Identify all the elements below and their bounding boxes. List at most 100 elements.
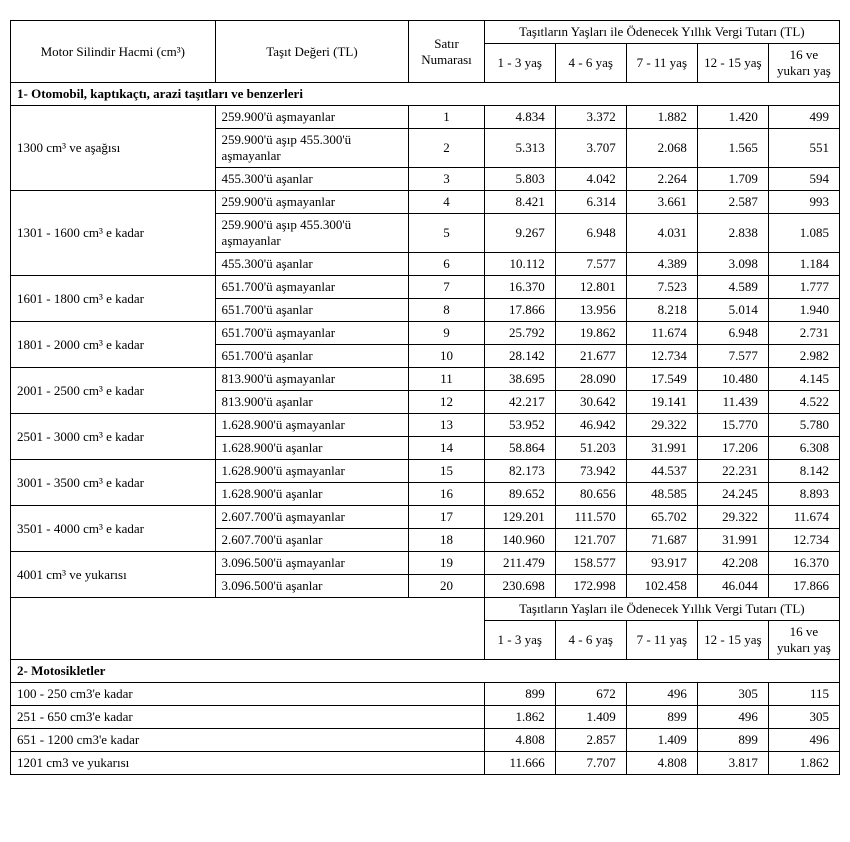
value-cell: 813.900'ü aşanlar	[215, 391, 409, 414]
table-row: 1300 cm³ ve aşağısı259.900'ü aşmayanlar1…	[11, 106, 840, 129]
value-cell: 651.700'ü aşmayanlar	[215, 322, 409, 345]
engine-cell: 3501 - 4000 cm³ e kadar	[11, 506, 216, 552]
header-age-3: 7 - 11 yaş	[626, 44, 697, 83]
tax-cell: 93.917	[626, 552, 697, 575]
lineno-cell: 4	[409, 191, 484, 214]
value-cell: 259.900'ü aşıp 455.300'ü aşmayanlar	[215, 129, 409, 168]
tax-cell: 496	[697, 706, 768, 729]
lineno-cell: 12	[409, 391, 484, 414]
tax-cell: 46.044	[697, 575, 768, 598]
tax-cell: 15.770	[697, 414, 768, 437]
tax-cell: 17.206	[697, 437, 768, 460]
section1-body: 1300 cm³ ve aşağısı259.900'ü aşmayanlar1…	[11, 106, 840, 598]
header-age-group: Taşıtların Yaşları ile Ödenecek Yıllık V…	[484, 21, 839, 44]
tax-cell: 12.801	[555, 276, 626, 299]
tax-cell: 1.409	[555, 706, 626, 729]
tax-cell: 89.652	[484, 483, 555, 506]
tax-cell: 6.308	[768, 437, 839, 460]
engine-cell: 1301 - 1600 cm³ e kadar	[11, 191, 216, 276]
tax-cell: 230.698	[484, 575, 555, 598]
tax-cell: 53.952	[484, 414, 555, 437]
value-cell: 3.096.500'ü aşanlar	[215, 575, 409, 598]
tax-cell: 4.042	[555, 168, 626, 191]
tax-cell: 9.267	[484, 214, 555, 253]
lineno-cell: 8	[409, 299, 484, 322]
table-row: 1301 - 1600 cm³ e kadar259.900'ü aşmayan…	[11, 191, 840, 214]
tax-cell: 115	[768, 683, 839, 706]
value-cell: 813.900'ü aşmayanlar	[215, 368, 409, 391]
tax-cell: 7.523	[626, 276, 697, 299]
header2-blank	[11, 598, 485, 660]
tax-cell: 28.090	[555, 368, 626, 391]
header2-age-1: 1 - 3 yaş	[484, 621, 555, 660]
engine-cell: 251 - 650 cm3'e kadar	[11, 706, 485, 729]
tax-cell: 2.857	[555, 729, 626, 752]
tax-cell: 3.661	[626, 191, 697, 214]
value-cell: 259.900'ü aşıp 455.300'ü aşmayanlar	[215, 214, 409, 253]
header2-age-2: 4 - 6 yaş	[555, 621, 626, 660]
header2-age-5: 16 ve yukarı yaş	[768, 621, 839, 660]
value-cell: 3.096.500'ü aşmayanlar	[215, 552, 409, 575]
tax-cell: 48.585	[626, 483, 697, 506]
header2-age-group: Taşıtların Yaşları ile Ödenecek Yıllık V…	[484, 598, 839, 621]
table-row: 4001 cm³ ve yukarısı3.096.500'ü aşmayanl…	[11, 552, 840, 575]
tax-cell: 172.998	[555, 575, 626, 598]
tax-cell: 121.707	[555, 529, 626, 552]
tax-cell: 1.184	[768, 253, 839, 276]
tax-cell: 24.245	[697, 483, 768, 506]
lineno-cell: 10	[409, 345, 484, 368]
tax-cell: 19.862	[555, 322, 626, 345]
tax-cell: 8.142	[768, 460, 839, 483]
tax-cell: 6.948	[555, 214, 626, 253]
lineno-cell: 2	[409, 129, 484, 168]
tax-cell: 38.695	[484, 368, 555, 391]
section2-title-row: 2- Motosikletler	[11, 660, 840, 683]
header-value: Taşıt Değeri (TL)	[215, 21, 409, 83]
tax-cell: 11.674	[768, 506, 839, 529]
tax-cell: 16.370	[484, 276, 555, 299]
value-cell: 2.607.700'ü aşanlar	[215, 529, 409, 552]
tax-cell: 4.589	[697, 276, 768, 299]
tax-cell: 499	[768, 106, 839, 129]
tax-cell: 11.674	[626, 322, 697, 345]
tax-cell: 7.577	[697, 345, 768, 368]
tax-cell: 305	[697, 683, 768, 706]
value-cell: 651.700'ü aşanlar	[215, 299, 409, 322]
tax-cell: 7.577	[555, 253, 626, 276]
tax-cell: 31.991	[626, 437, 697, 460]
tax-cell: 551	[768, 129, 839, 168]
tax-cell: 3.707	[555, 129, 626, 168]
value-cell: 455.300'ü aşanlar	[215, 253, 409, 276]
tax-cell: 17.866	[768, 575, 839, 598]
table-row: 3001 - 3500 cm³ e kadar1.628.900'ü aşmay…	[11, 460, 840, 483]
tax-cell: 899	[697, 729, 768, 752]
tax-cell: 42.217	[484, 391, 555, 414]
tax-cell: 82.173	[484, 460, 555, 483]
tax-cell: 1.940	[768, 299, 839, 322]
section2-title: 2- Motosikletler	[11, 660, 840, 683]
header2-age-3: 7 - 11 yaş	[626, 621, 697, 660]
header2-age-4: 12 - 15 yaş	[697, 621, 768, 660]
lineno-cell: 9	[409, 322, 484, 345]
tax-cell: 140.960	[484, 529, 555, 552]
tax-cell: 31.991	[697, 529, 768, 552]
tax-cell: 1.085	[768, 214, 839, 253]
tax-cell: 2.587	[697, 191, 768, 214]
tax-cell: 1.882	[626, 106, 697, 129]
lineno-cell: 13	[409, 414, 484, 437]
engine-cell: 1601 - 1800 cm³ e kadar	[11, 276, 216, 322]
lineno-cell: 19	[409, 552, 484, 575]
tax-cell: 19.141	[626, 391, 697, 414]
tax-cell: 29.322	[697, 506, 768, 529]
tax-cell: 305	[768, 706, 839, 729]
tax-cell: 2.982	[768, 345, 839, 368]
tax-cell: 16.370	[768, 552, 839, 575]
value-cell: 2.607.700'ü aşmayanlar	[215, 506, 409, 529]
tax-cell: 2.838	[697, 214, 768, 253]
lineno-cell: 15	[409, 460, 484, 483]
header-row-1: Motor Silindir Hacmi (cm³) Taşıt Değeri …	[11, 21, 840, 44]
header-age-1: 1 - 3 yaş	[484, 44, 555, 83]
lineno-cell: 3	[409, 168, 484, 191]
tax-cell: 6.948	[697, 322, 768, 345]
tax-cell: 2.068	[626, 129, 697, 168]
